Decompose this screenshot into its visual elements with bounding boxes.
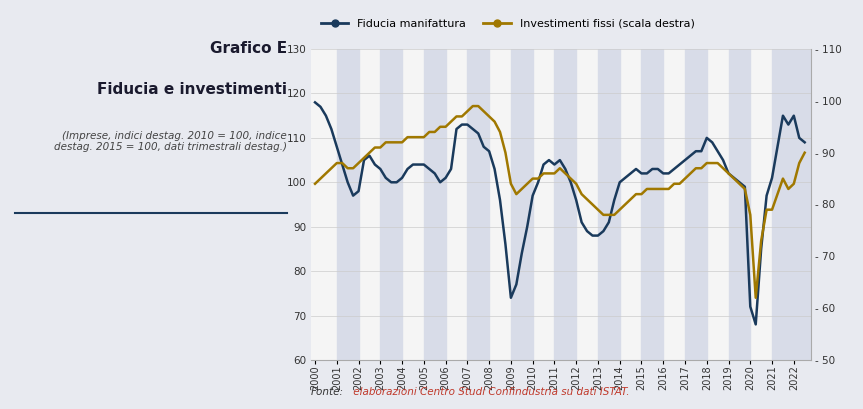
- Text: Grafico E: Grafico E: [210, 41, 287, 56]
- Bar: [728, 49, 750, 360]
- Bar: [772, 49, 810, 360]
- Bar: [337, 49, 358, 360]
- Bar: [511, 49, 532, 360]
- Bar: [381, 49, 402, 360]
- Text: (Imprese, indici destag. 2010 = 100, indice
destag. 2015 = 100, dati trimestrali: (Imprese, indici destag. 2010 = 100, ind…: [54, 131, 287, 153]
- Text: Fonte:: Fonte:: [311, 387, 343, 397]
- Text: Fiducia e investimenti: Fiducia e investimenti: [97, 82, 287, 97]
- Bar: [598, 49, 620, 360]
- Bar: [641, 49, 664, 360]
- Legend: Fiducia manifattura, Investimenti fissi (scala destra): Fiducia manifattura, Investimenti fissi …: [316, 14, 699, 33]
- Bar: [685, 49, 707, 360]
- Bar: [554, 49, 576, 360]
- Bar: [468, 49, 489, 360]
- Text: elaborazioni Centro Studi Confindustria su dati ISTAT.: elaborazioni Centro Studi Confindustria …: [350, 387, 629, 397]
- Bar: [424, 49, 445, 360]
